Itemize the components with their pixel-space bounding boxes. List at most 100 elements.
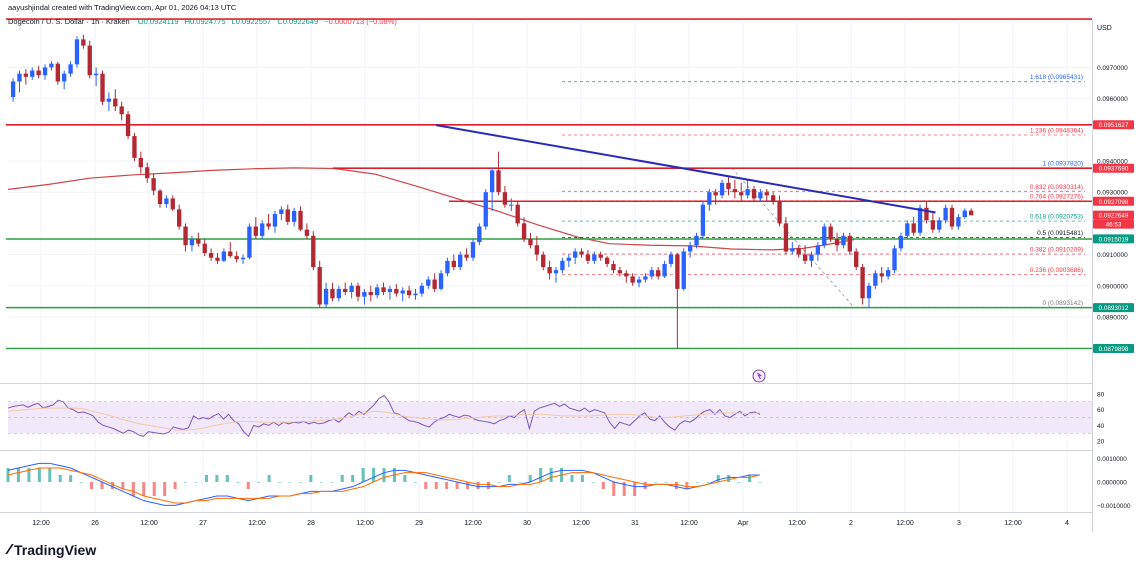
macd-histogram-bar xyxy=(580,475,584,482)
price-axis[interactable]: USD 0.0970000 0.0960000 0.0940000 0.0930000… xyxy=(1097,25,1128,321)
candle-body xyxy=(291,210,297,222)
macd-histogram-bar xyxy=(591,482,595,483)
macd-tick-label: −0.0010000 xyxy=(1097,503,1131,510)
price-badge-label: 0.0915019 xyxy=(1099,236,1129,243)
time-label: 12:00 xyxy=(896,520,914,527)
candle-body xyxy=(898,235,904,249)
candle-body xyxy=(802,254,808,261)
candle-body xyxy=(643,276,648,280)
alert-icon[interactable] xyxy=(752,369,766,383)
candle-body xyxy=(751,189,757,199)
macd-histogram-bar xyxy=(528,475,532,482)
candle-body xyxy=(668,254,674,264)
rsi-pane[interactable] xyxy=(7,394,1092,438)
macd-histogram-bar xyxy=(340,475,344,482)
price-pane[interactable]: 1.618 (0.0965431) 1.236 (0.0948364) 1 (0.0… xyxy=(6,18,1092,350)
time-label: 26 xyxy=(91,520,99,527)
candle-body xyxy=(445,260,450,274)
candle-body xyxy=(822,226,827,246)
macd-histogram-bar xyxy=(163,482,167,496)
macd-histogram-bar xyxy=(685,482,689,489)
price-badge-label: 0.0951627 xyxy=(1099,122,1129,129)
candle-body xyxy=(74,39,80,65)
price-badge-label: 46:53 xyxy=(1106,222,1122,229)
candle-body xyxy=(36,70,41,76)
moving-average-line xyxy=(7,167,855,251)
candle-body xyxy=(419,285,425,294)
macd-pane[interactable] xyxy=(6,462,762,506)
symbol-title[interactable]: Dogecoin / U. S. Dollar · 1h · Kraken xyxy=(8,17,130,26)
candle-body xyxy=(534,245,540,255)
macd-histogram-bar xyxy=(173,482,177,489)
price-badge-bg xyxy=(1093,303,1134,313)
candle-body xyxy=(247,226,252,258)
candle-body xyxy=(183,226,188,246)
time-axis[interactable]: 12:00 26 12:00 27 12:00 28 12:00 29 12:00 30 12:00… xyxy=(32,520,1069,527)
symbol-legend[interactable]: Dogecoin / U. S. Dollar · 1h · Kraken O0… xyxy=(8,17,397,26)
candle-body xyxy=(528,238,533,246)
candle-body xyxy=(515,204,520,224)
price-tick-label: 0.0890000 xyxy=(1097,314,1128,321)
candle-body xyxy=(815,245,821,255)
candle-body xyxy=(624,273,629,277)
fib-level-label: 0.764 (0.0927276) xyxy=(1030,193,1083,200)
macd-histogram-bar xyxy=(204,475,208,482)
candle-body xyxy=(541,254,546,268)
time-label: 27 xyxy=(199,520,207,527)
time-label: 12:00 xyxy=(572,520,590,527)
macd-histogram-bar xyxy=(330,482,334,483)
macd-histogram-bar xyxy=(246,482,250,489)
candle-body xyxy=(617,270,623,274)
candle-body xyxy=(764,192,769,196)
candle-body xyxy=(662,263,667,277)
macd-histogram-bar xyxy=(152,482,156,496)
macd-histogram-bar xyxy=(48,468,52,482)
candle-body xyxy=(649,270,654,277)
macd-histogram-bar xyxy=(539,468,543,482)
candle-body xyxy=(151,178,156,191)
macd-histogram-bar xyxy=(549,468,553,482)
candle-body xyxy=(125,114,131,137)
price-badge-bg xyxy=(1093,120,1134,130)
candle-body xyxy=(317,267,322,305)
close-value: C0.0922649 xyxy=(277,17,319,26)
tradingview-logo[interactable]: ⁄⁄ TradingView xyxy=(8,541,96,558)
candle-body xyxy=(87,45,92,76)
macd-histogram-bar xyxy=(466,482,470,489)
candle-body xyxy=(930,220,936,230)
time-label: 12:00 xyxy=(788,520,806,527)
candle-body xyxy=(483,192,488,227)
candle-body xyxy=(451,260,456,268)
macd-histogram-bar xyxy=(319,482,323,483)
candle-body xyxy=(873,273,878,286)
price-tick-label: 0.0940000 xyxy=(1097,159,1128,166)
macd-histogram-bar xyxy=(288,482,292,483)
rsi-ma-line xyxy=(7,407,761,431)
candle-body xyxy=(100,73,105,102)
candle-body xyxy=(579,251,584,255)
candle-body xyxy=(809,254,814,261)
candle-body xyxy=(841,235,846,246)
price-badge-label: 0.0879898 xyxy=(1099,346,1129,353)
candle-body xyxy=(566,257,571,261)
rsi-tick-label: 20 xyxy=(1097,439,1105,446)
candle-body xyxy=(343,288,348,293)
macd-histogram-bar xyxy=(16,468,20,482)
macd-histogram-bar xyxy=(69,475,73,482)
price-badge-label: 0.0937690 xyxy=(1099,166,1129,173)
time-label: 4 xyxy=(1065,520,1069,527)
candle-body xyxy=(828,226,833,239)
price-badge: 0.0922649 xyxy=(1093,210,1134,220)
candle-body xyxy=(208,253,214,258)
macd-histogram-bar xyxy=(476,482,480,489)
time-label: 3 xyxy=(957,520,961,527)
candle-body xyxy=(42,67,48,76)
candle-body xyxy=(323,288,329,305)
candle-body xyxy=(796,248,801,255)
candle-body xyxy=(157,190,163,205)
rsi-tick-label: 80 xyxy=(1097,391,1105,398)
rsi-tick-label: 60 xyxy=(1097,407,1105,414)
candle-body xyxy=(860,267,865,299)
macd-histogram-bar xyxy=(727,475,731,482)
